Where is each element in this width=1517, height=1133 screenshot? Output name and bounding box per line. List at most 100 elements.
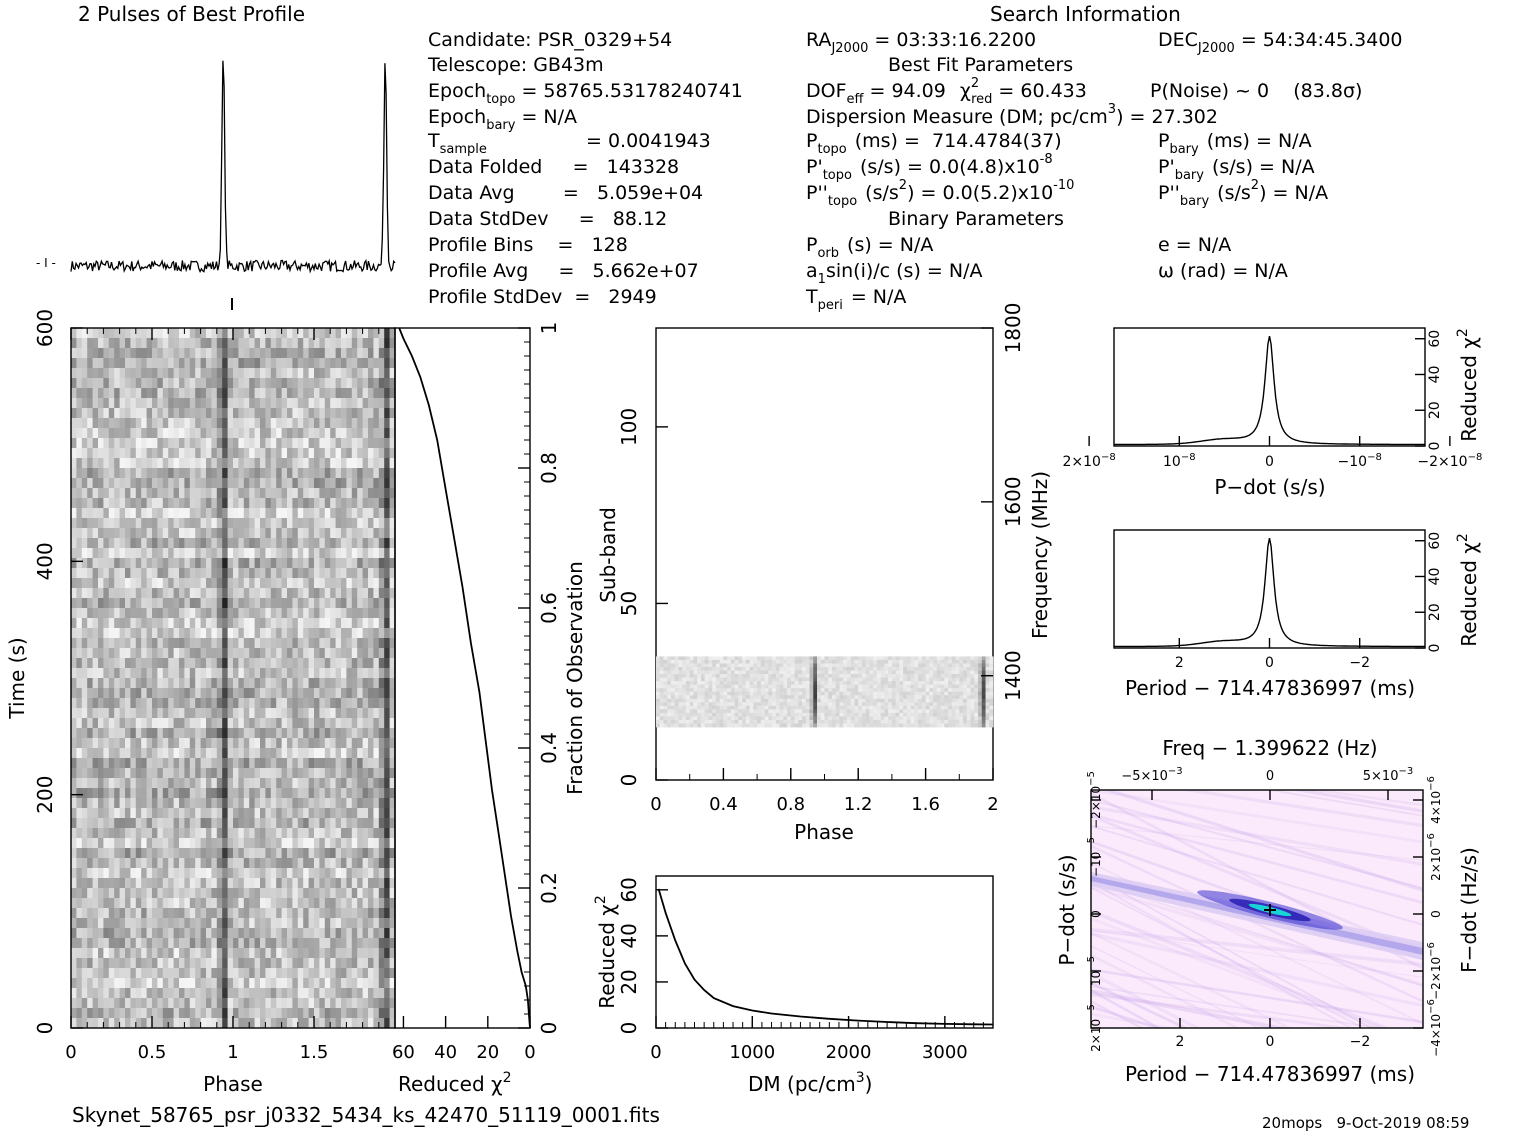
ppdot-ytick: −2×10−5 (1086, 771, 1103, 829)
subband-xtick: 0.8 (776, 794, 805, 815)
time-phase-axes: 0 0.5 1 1.5 0 200 400 600 (33, 309, 380, 1063)
curve-xtick: 2×10−8 (1063, 452, 1116, 470)
curve-ytick: 60 (1427, 532, 1443, 550)
fraction-ytick: 1 (537, 322, 561, 335)
epoch-bary-text: Epochbary = N/A (428, 106, 577, 133)
dm-ytick: 20 (617, 969, 641, 994)
fdot-ytick: −4×10−6 (1426, 999, 1443, 1057)
chi2-time-frame (394, 327, 531, 1029)
fraction-ytick: 0.2 (537, 872, 561, 904)
dm-text: Dispersion Measure (DM; pc/cm3) = 27.302 (806, 102, 1218, 128)
dm-frame (655, 875, 994, 1029)
fdot-ytick: −2×10−6 (1426, 942, 1443, 1000)
profile-scale-label: - I - (36, 256, 56, 270)
curve-xtick: −10−8 (1338, 452, 1382, 470)
time-phase-xtick: 0.5 (138, 1042, 167, 1063)
chi2-time-xtick: 60 (392, 1042, 415, 1063)
curve-ytick: 20 (1427, 401, 1443, 419)
subband-ylabel: Sub-band (596, 507, 620, 603)
time-phase-heatmap (71, 328, 396, 1029)
curve-ytick: 40 (1427, 568, 1443, 586)
curve-xtick: −2×10−8 (1417, 452, 1482, 470)
search-info-title: Search Information (990, 2, 1181, 26)
ra-text: RAJ2000 = 03:33:16.2200 (806, 29, 1036, 56)
ppdot-xtick: 0 (1266, 1034, 1275, 1050)
chi2-time-xtick: 0 (524, 1042, 535, 1063)
dof-text: DOFeff = 94.09 χ2 red = 60.433 (806, 76, 1087, 107)
tperi-text: Tperi = N/A (805, 286, 906, 313)
p-bary-text: Pbary (ms) = N/A (1158, 130, 1312, 157)
profile-bins-text: Profile Bins = 128 (428, 234, 628, 256)
period-curve-line (1114, 537, 1425, 648)
pdot-topo-text: P'topo (s/s) = 0.0(4.8)x10-8 (806, 152, 1053, 183)
ppdot-axes: 2 0 −2−5×10−3 0 5×10−32×10−510−50−10−5−2×10−… (1086, 766, 1443, 1057)
pulse-profile-line (70, 60, 396, 274)
ppdot-xlabel: Period − 714.47836997 (ms) (1125, 1062, 1415, 1086)
ppdot-title: Freq − 1.399622 (Hz) (1162, 736, 1377, 760)
time-phase-ytick: 200 (33, 776, 57, 814)
dm-xtick: 2000 (826, 1042, 872, 1063)
curve-xtick: 10−8 (1163, 452, 1196, 470)
epoch-topo-text: Epochtopo = 58765.53178240741 (428, 80, 743, 107)
dm-ytick: 60 (617, 877, 641, 902)
subband-heatmap (656, 656, 994, 728)
e-text: e = N/A (1158, 234, 1231, 256)
curve-ytick: 0 (1427, 442, 1443, 451)
pddot-bary-text: P''bary (s/s2) = N/A (1158, 178, 1328, 209)
profile-stddev-text: Profile StdDev = 2949 (428, 286, 657, 308)
profile-title: 2 Pulses of Best Profile (78, 2, 305, 26)
dec-text: DECJ2000 = 54:34:45.3400 (1158, 29, 1403, 56)
a1sini-text: a1sin(i)/c (s) = N/A (806, 260, 982, 287)
period-frame (1113, 529, 1426, 649)
subband-ytick: 0 (617, 774, 641, 787)
data-folded-text: Data Folded = 143328 (428, 156, 679, 178)
ppdot-xtick: −2 (1350, 1034, 1371, 1050)
data-stddev-text: Data StdDev = 88.12 (428, 208, 667, 230)
time-phase-xtick: 1 (227, 1042, 238, 1063)
filename-footer: Skynet_58765_psr_j0332_5434_ks_42470_511… (72, 1103, 660, 1127)
curve-ytick: 20 (1427, 603, 1443, 621)
ppdot-frame (1090, 789, 1424, 1029)
dm-axes: 0 1000 2000 3000 0 20 40 60 (617, 877, 984, 1063)
pdot-curve-line (1114, 335, 1425, 446)
omega-text: ω (rad) = N/A (1158, 260, 1288, 282)
period-xlabel: Period − 714.47836997 (ms) (1125, 676, 1415, 700)
candidate-text: Candidate: PSR_0329+54 (428, 29, 672, 51)
subband-ytick: 50 (617, 591, 641, 616)
curve-xtick: 0 (1265, 454, 1274, 470)
p-noise-text: P(Noise) ~ 0 (83.8σ) (1150, 80, 1362, 102)
pdot-ylabel: Reduced χ2 (1455, 328, 1481, 442)
dm-xtick: 1000 (729, 1042, 775, 1063)
frequency-ytick: 1600 (1001, 476, 1025, 527)
fraction-ytick: 0.8 (537, 452, 561, 484)
data-avg-text: Data Avg = 5.059e+04 (428, 182, 703, 204)
time-phase-ylabel: Time (s) (5, 637, 29, 719)
time-phase-ytick: 600 (33, 309, 57, 347)
time-phase-xtick: 0 (65, 1042, 76, 1063)
subband-xtick: 2 (987, 794, 998, 815)
ppdot-xtick: 2 (1176, 1034, 1185, 1050)
curve-xtick: −2 (1349, 655, 1370, 671)
search-info: Search Information Candidate: PSR_0329+5… (427, 2, 1403, 313)
dm-xtick: 3000 (922, 1042, 968, 1063)
chi2-time-xtick: 20 (476, 1042, 499, 1063)
t-sample-text: Tsample = 0.0041943 (427, 130, 711, 157)
ppdot-top-tick: 0 (1266, 769, 1274, 784)
time-phase-ytick: 0 (33, 1022, 57, 1035)
subband-xtick: 1.6 (911, 794, 940, 815)
frequency-ytick: 1400 (1001, 650, 1025, 701)
time-phase-ytick: 400 (33, 542, 57, 580)
dm-xtick: 0 (650, 1042, 661, 1063)
subband-xlabel: Phase (794, 820, 854, 844)
curve-xtick: 0 (1265, 655, 1274, 671)
fraction-ytick: 0.6 (537, 592, 561, 624)
time-phase-xtick: 1.5 (300, 1042, 329, 1063)
fdot-ytick: 4×10−6 (1426, 776, 1443, 824)
pdot-xlabel: P−dot (s/s) (1214, 475, 1325, 499)
period-ylabel: Reduced χ2 (1455, 533, 1481, 647)
dm-xlabel: DM (pc/cm3) (748, 1070, 872, 1096)
ppdot-top-tick: −5×10−3 (1121, 766, 1182, 784)
time-phase-xlabel: Phase (203, 1072, 263, 1096)
